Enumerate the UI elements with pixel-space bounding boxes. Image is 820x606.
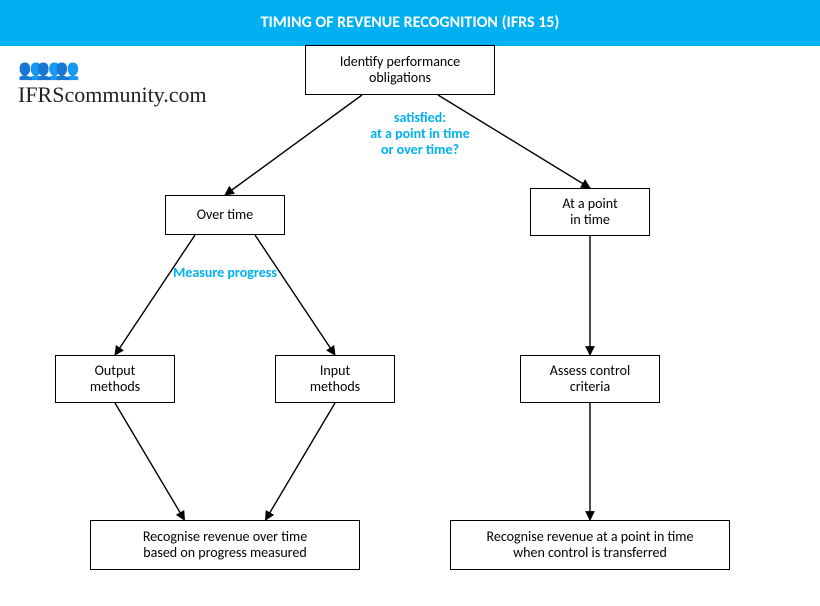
edge-output-to-rec_over [115,403,185,520]
edge-input-to-rec_over [266,403,336,520]
edge-over_time-to-output [115,235,195,355]
title-bar: TIMING OF REVENUE RECOGNITION (IFRS 15) [0,0,820,46]
node-identify: Identify performanceobligations [305,45,495,95]
logo-people-icon: 👥👥👥 [18,58,207,82]
node-output: Outputmethods [55,355,175,403]
node-point_time: At a pointin time [530,188,650,236]
annotation-satisfied: satisfied:at a point in timeor over time… [340,110,500,158]
node-rec_over: Recognise revenue over timebased on prog… [90,520,360,570]
node-over_time: Over time [165,195,285,235]
edge-over_time-to-input [255,235,335,355]
node-assess: Assess controlcriteria [520,355,660,403]
node-rec_point: Recognise revenue at a point in timewhen… [450,520,730,570]
node-input: Inputmethods [275,355,395,403]
logo-text: IFRScommunity.com [18,82,207,108]
annotation-measure: Measure progress [145,265,305,281]
logo: 👥👥👥 IFRScommunity.com [18,58,207,108]
